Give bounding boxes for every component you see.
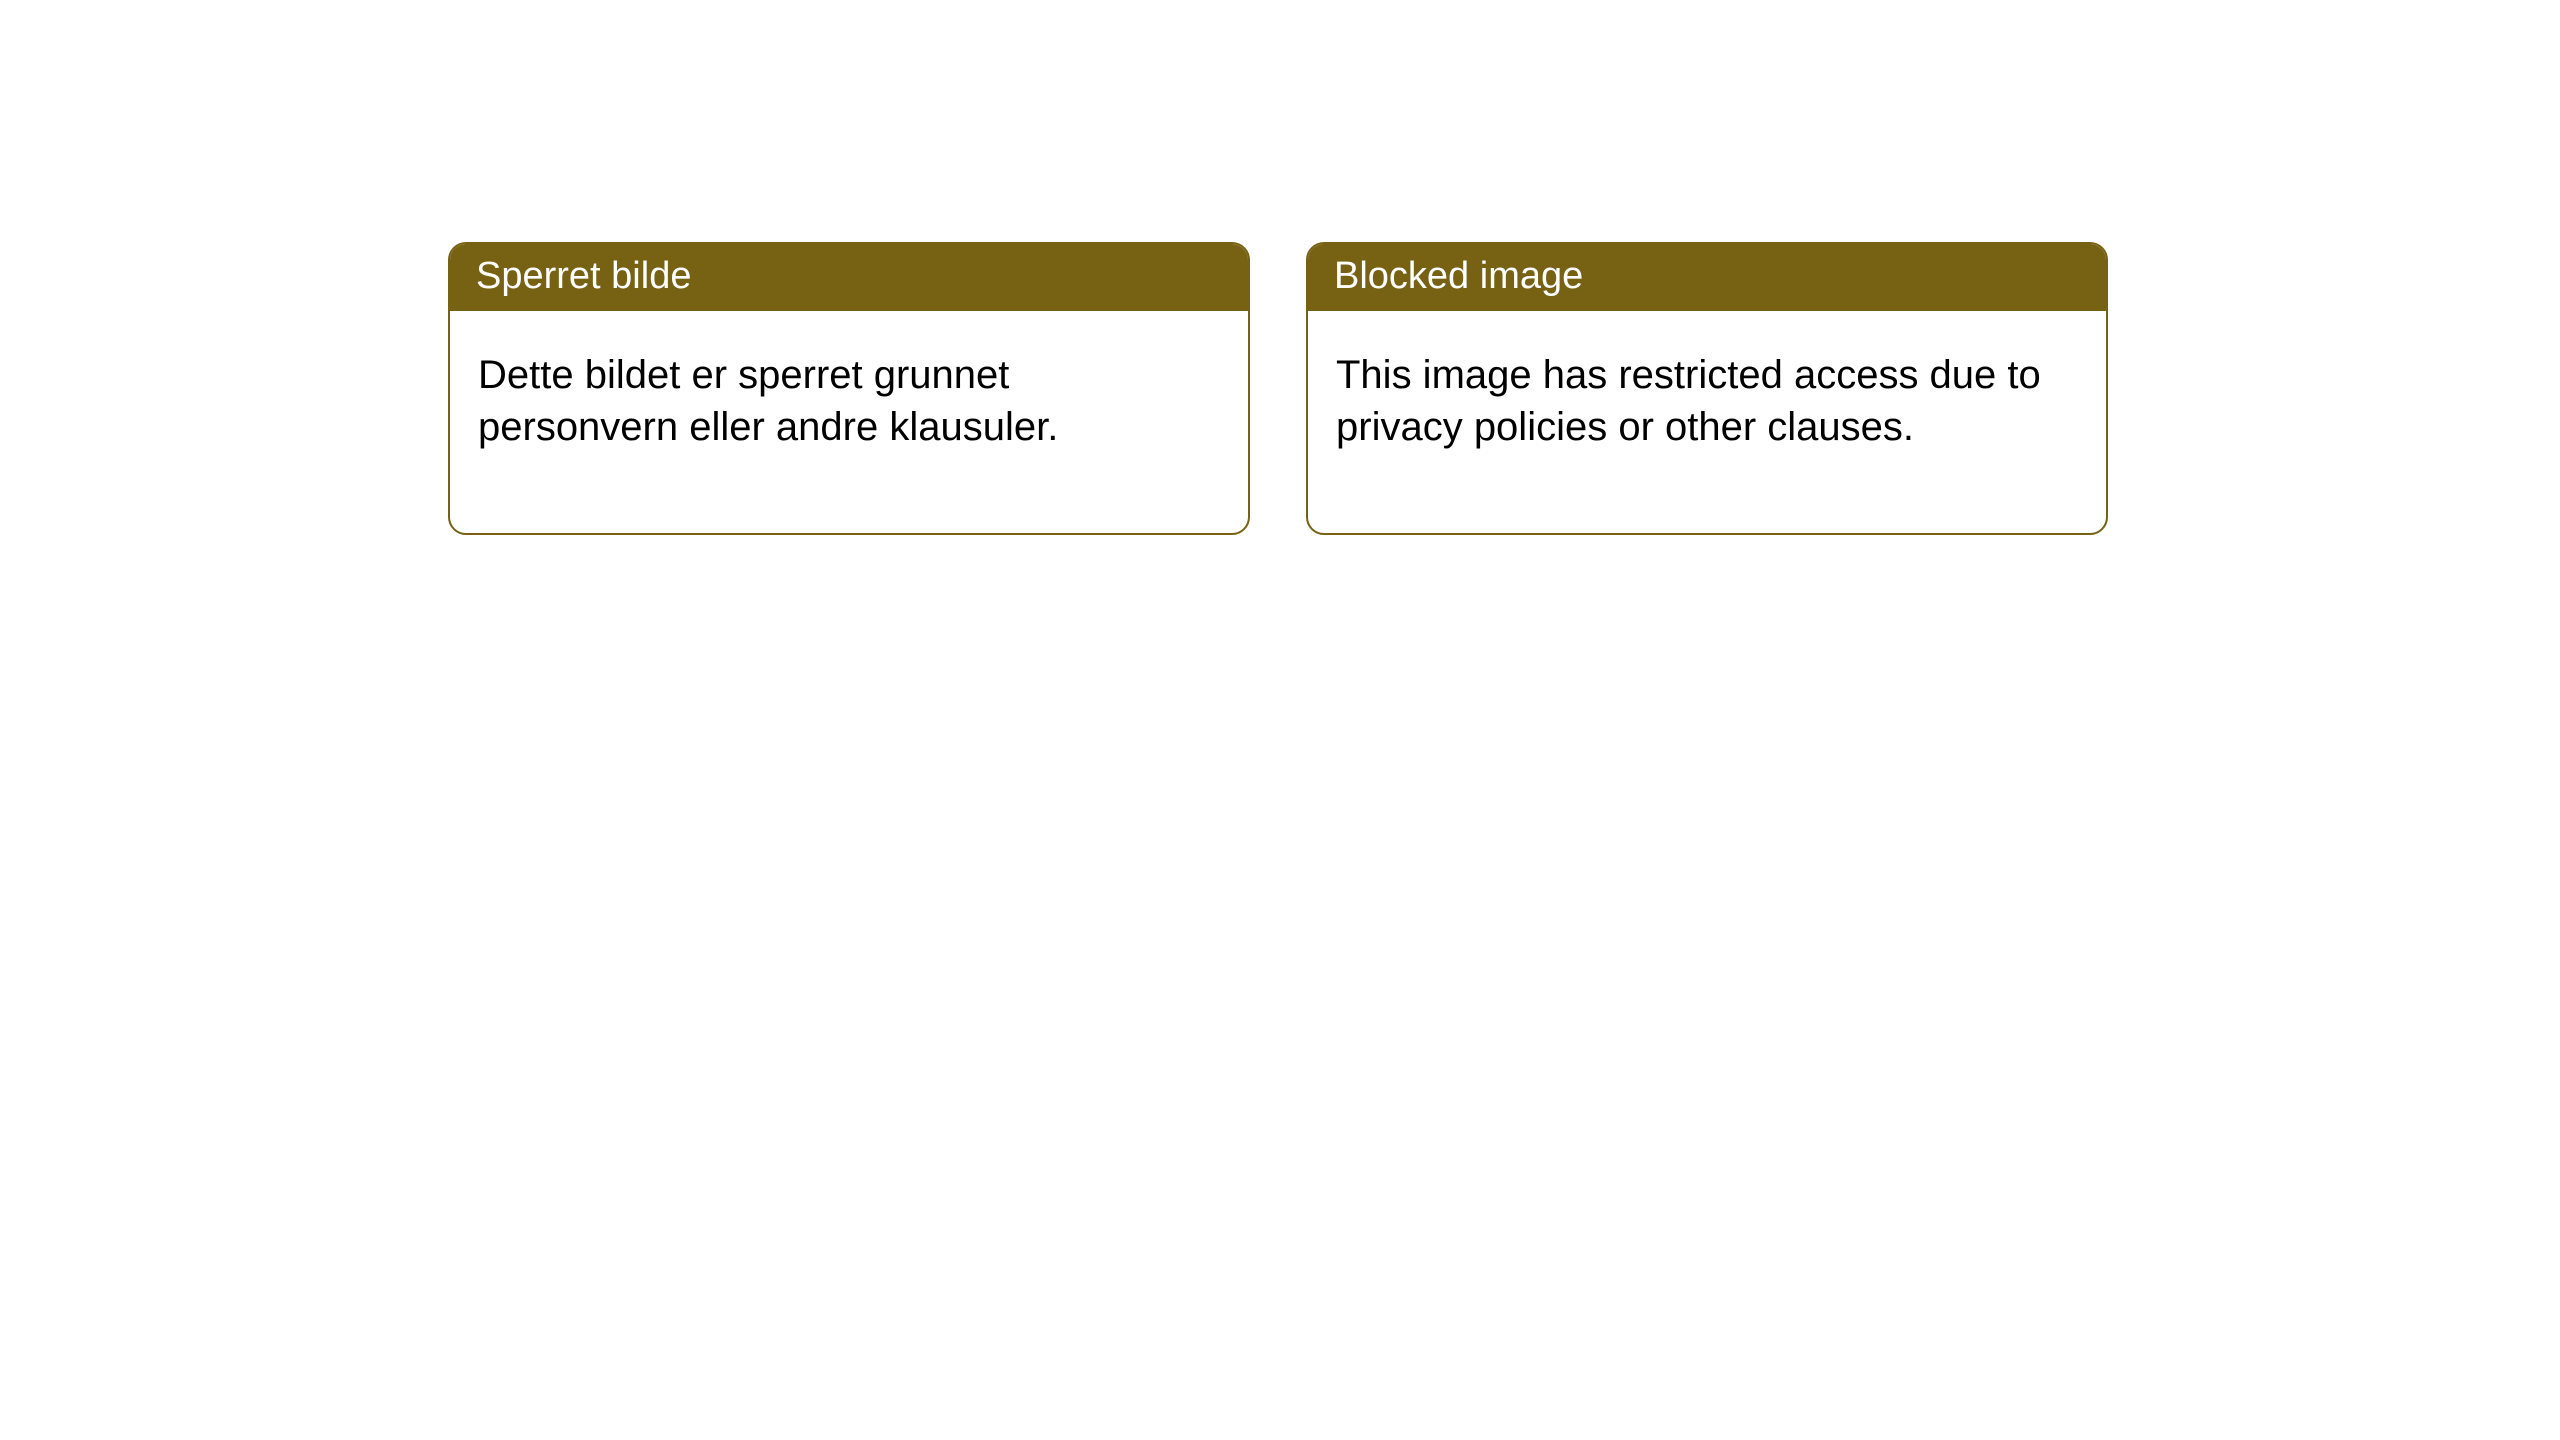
- notice-card-english: Blocked image This image has restricted …: [1306, 242, 2108, 535]
- notice-body: Dette bildet er sperret grunnet personve…: [450, 311, 1248, 533]
- notice-container: Sperret bilde Dette bildet er sperret gr…: [0, 0, 2560, 535]
- notice-card-norwegian: Sperret bilde Dette bildet er sperret gr…: [448, 242, 1250, 535]
- notice-body: This image has restricted access due to …: [1308, 311, 2106, 533]
- notice-title: Blocked image: [1308, 244, 2106, 311]
- notice-title: Sperret bilde: [450, 244, 1248, 311]
